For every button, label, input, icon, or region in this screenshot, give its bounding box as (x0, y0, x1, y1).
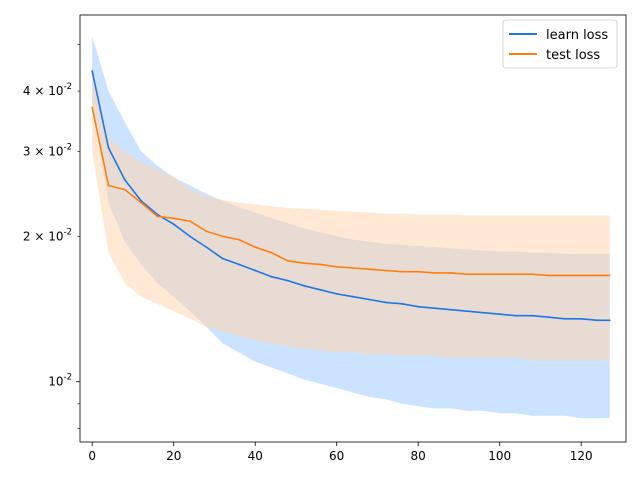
data-point (123, 178, 126, 181)
data-point (482, 311, 485, 314)
data-point (221, 235, 224, 238)
data-point (564, 274, 566, 277)
data-point (319, 288, 322, 291)
data-point (531, 314, 534, 317)
data-point (596, 319, 599, 322)
data-point (123, 188, 126, 191)
y-axis-ticks: 10-2 2 × 10-2 3 × 10-2 4 × 10-2 (23, 43, 80, 429)
data-point (91, 70, 94, 72)
data-point (515, 273, 517, 276)
plot-area (91, 36, 611, 419)
data-point (433, 272, 436, 274)
x-axis-ticks: 0 20 40 60 80 100 120 (88, 442, 593, 463)
data-point (172, 217, 175, 220)
data-point (221, 257, 224, 260)
legend-label: learn loss (546, 28, 608, 43)
data-point (401, 270, 403, 273)
x-tick-label: 0 (88, 449, 96, 463)
data-point (254, 246, 257, 249)
x-tick-label: 120 (570, 449, 593, 463)
data-point (335, 265, 338, 268)
data-point (608, 319, 611, 322)
legend-box (502, 19, 618, 69)
data-point (286, 279, 289, 282)
data-point (531, 273, 534, 276)
data-point (384, 269, 387, 272)
data-point (384, 301, 387, 304)
data-point (596, 274, 599, 277)
x-tick-label: 80 (411, 449, 426, 463)
data-point (417, 305, 420, 308)
y-tick-label: 10-2 (48, 373, 72, 389)
data-point (368, 298, 371, 301)
data-point (608, 274, 611, 277)
data-point (303, 284, 305, 287)
x-tick-label: 100 (488, 449, 511, 463)
data-point (270, 251, 273, 254)
data-point (401, 302, 403, 305)
x-tick-label: 20 (166, 449, 181, 463)
data-point (417, 270, 420, 273)
data-point (352, 267, 354, 269)
data-point (303, 262, 305, 265)
y-tick-label: 4 × 10-2 (23, 82, 72, 98)
data-point (156, 215, 159, 218)
axes-border (79, 14, 627, 443)
legend: learn loss test loss (502, 19, 618, 69)
x-tick-label: 40 (248, 449, 263, 463)
data-point (368, 268, 371, 271)
data-point (172, 223, 175, 226)
y-tick-label: 3 × 10-2 (23, 142, 72, 158)
data-point (319, 263, 322, 266)
data-point (498, 273, 501, 276)
data-point (107, 147, 110, 149)
y-tick-label: 2 × 10-2 (23, 227, 72, 243)
data-point (564, 317, 566, 320)
data-point (205, 246, 208, 249)
data-point (449, 308, 452, 311)
data-point (254, 269, 257, 272)
confidence-band-test-loss (92, 66, 610, 360)
data-point (286, 259, 289, 262)
data-point (189, 235, 191, 238)
data-point (580, 274, 583, 277)
data-point (547, 274, 550, 277)
legend-label: test loss (546, 48, 600, 63)
data-point (466, 310, 468, 313)
data-point (449, 272, 452, 274)
data-point (580, 317, 583, 320)
axes-frame (79, 14, 627, 443)
data-point (498, 313, 501, 316)
data-point (205, 230, 208, 233)
x-tick-label: 60 (329, 449, 344, 463)
data-point (156, 213, 159, 216)
data-point (189, 220, 191, 223)
data-point (515, 314, 517, 317)
data-point (547, 316, 550, 319)
data-point (140, 201, 143, 204)
data-point (238, 263, 240, 266)
data-point (352, 295, 354, 298)
data-point (433, 307, 436, 310)
data-point (482, 273, 485, 276)
data-point (270, 275, 273, 278)
data-point (238, 238, 240, 241)
data-point (91, 106, 94, 109)
data-point (107, 184, 110, 187)
data-point (335, 293, 338, 295)
data-point (466, 273, 468, 276)
